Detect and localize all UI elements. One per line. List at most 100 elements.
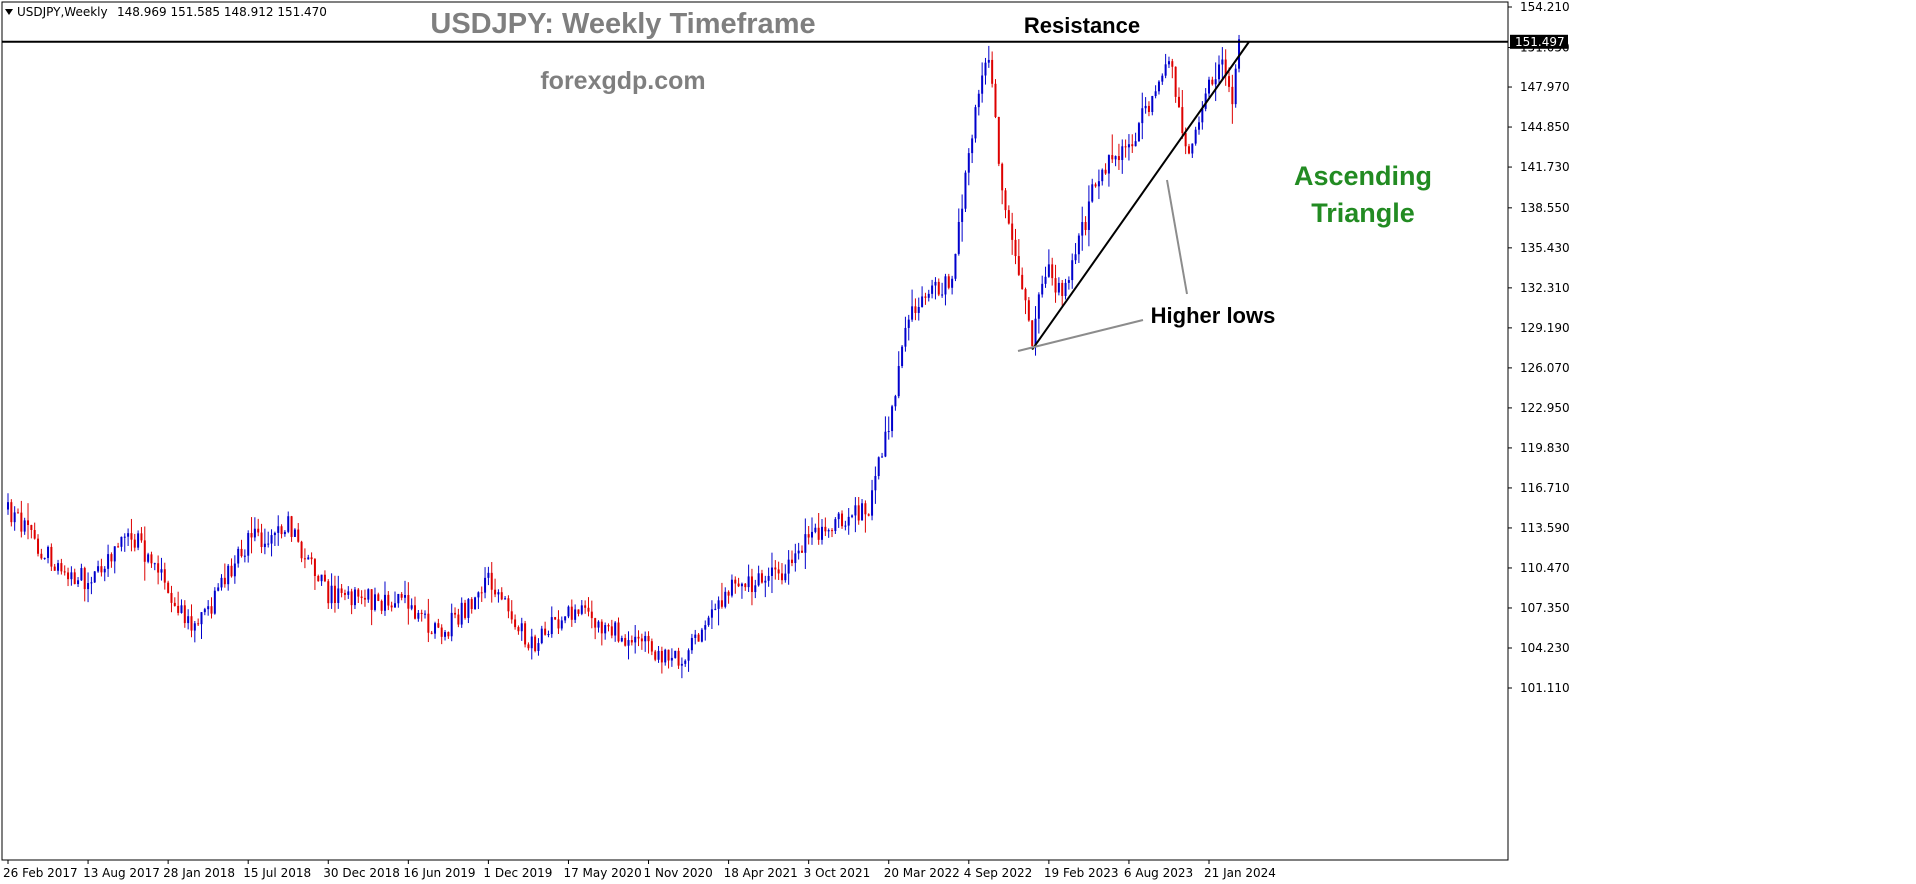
higher-lows-pointer-2 [1166, 179, 1188, 295]
candle-body [1134, 141, 1137, 147]
candle-body [460, 602, 463, 625]
candle-body [934, 281, 937, 286]
candle-body [1127, 144, 1130, 148]
candle-body [350, 591, 353, 606]
x-tick-label: 19 Feb 2023 [1044, 866, 1119, 880]
triangle-down-icon[interactable] [5, 9, 13, 15]
candle-body [650, 641, 653, 652]
x-tick-label: 18 Apr 2021 [724, 866, 798, 880]
candle-body [684, 660, 687, 664]
candle-body [1171, 61, 1174, 67]
y-tick-label: 116.710 [1520, 481, 1570, 495]
candle-body [1197, 122, 1200, 130]
x-tick-label: 20 Mar 2022 [884, 866, 960, 880]
time-axis: 26 Feb 2017 13 Aug 2017 28 Jan 2018 15 Jul … [3, 860, 1276, 880]
candle-body [287, 516, 290, 532]
candle-body [150, 554, 153, 564]
candle-body [720, 600, 723, 607]
candle-body [524, 623, 527, 645]
candle-body [444, 632, 447, 637]
candle-body [50, 546, 53, 567]
candle-body [1214, 79, 1217, 85]
candle-body [574, 609, 577, 620]
candle-body [1187, 146, 1190, 154]
candle-body [60, 563, 63, 572]
candle-body [233, 563, 236, 577]
candle-body [497, 592, 500, 595]
candle-body [784, 573, 787, 581]
candle-body [797, 550, 800, 554]
support-trendline[interactable] [1031, 41, 1250, 351]
candle-body [700, 629, 703, 642]
candle-body [343, 592, 346, 595]
candle-body [1057, 282, 1060, 293]
candle-body [514, 619, 517, 628]
candle-body [1117, 156, 1120, 161]
candle-body [240, 548, 243, 557]
candle-body [907, 319, 910, 328]
candle-body [917, 306, 920, 313]
candle-body [1067, 280, 1070, 283]
candle-body [644, 635, 647, 642]
candle-body [924, 296, 927, 298]
candle-body [193, 623, 196, 631]
candle-body [347, 591, 350, 595]
pattern-label-line2: Triangle [1311, 198, 1415, 228]
x-tick-label: 21 Jan 2024 [1204, 866, 1276, 880]
candle-body [660, 650, 663, 663]
candle-body [530, 636, 533, 649]
candle-body [690, 637, 693, 651]
candle-body [270, 535, 273, 544]
x-tick-label: 30 Dec 2018 [323, 866, 400, 880]
candle-body [133, 539, 136, 548]
candle-body [437, 623, 440, 628]
chart-title: USDJPY: Weekly Timeframe [430, 8, 815, 40]
x-tick-label: 17 May 2020 [563, 866, 641, 880]
candle-body [210, 606, 213, 614]
candle-body [911, 306, 914, 320]
x-tick-label: 6 Aug 2023 [1124, 866, 1193, 880]
y-tick-label: 119.830 [1520, 441, 1570, 455]
candle-body [974, 107, 977, 139]
candle-body [153, 563, 156, 565]
candle-body [40, 553, 43, 559]
candle-body [520, 623, 523, 632]
candle-body [450, 612, 453, 637]
candle-body [834, 519, 837, 532]
candle-body [577, 609, 580, 614]
candle-body [30, 525, 33, 530]
x-tick-label: 16 Jun 2019 [403, 866, 475, 880]
candle-body [504, 598, 507, 600]
candle-body [1031, 320, 1034, 346]
candle-body [190, 616, 193, 631]
candle-body [894, 396, 897, 407]
candle-body [740, 583, 743, 587]
candle-body [971, 138, 974, 154]
candle-body [874, 476, 877, 491]
symbol-label: USDJPY,Weekly [17, 5, 108, 19]
candle-body [657, 650, 660, 660]
candle-body [403, 595, 406, 598]
candle-body [424, 613, 427, 615]
candle-body [283, 531, 286, 535]
candle-body [454, 612, 457, 615]
candle-body [494, 589, 497, 595]
candles [7, 34, 1241, 679]
candle-body [353, 589, 356, 606]
candle-body [567, 606, 570, 617]
candle-body [714, 608, 717, 610]
candle-body [600, 621, 603, 634]
candle-body [13, 512, 16, 523]
candle-body [1041, 283, 1044, 295]
candle-body [1184, 133, 1187, 147]
candle-body [464, 602, 467, 618]
x-tick-label: 1 Nov 2020 [644, 866, 713, 880]
candle-body [694, 634, 697, 638]
candle-body [550, 617, 553, 635]
pattern-label-line1: Ascending [1294, 161, 1432, 191]
candle-body [547, 634, 550, 636]
candle-body [680, 663, 683, 666]
candle-body [1064, 282, 1067, 296]
